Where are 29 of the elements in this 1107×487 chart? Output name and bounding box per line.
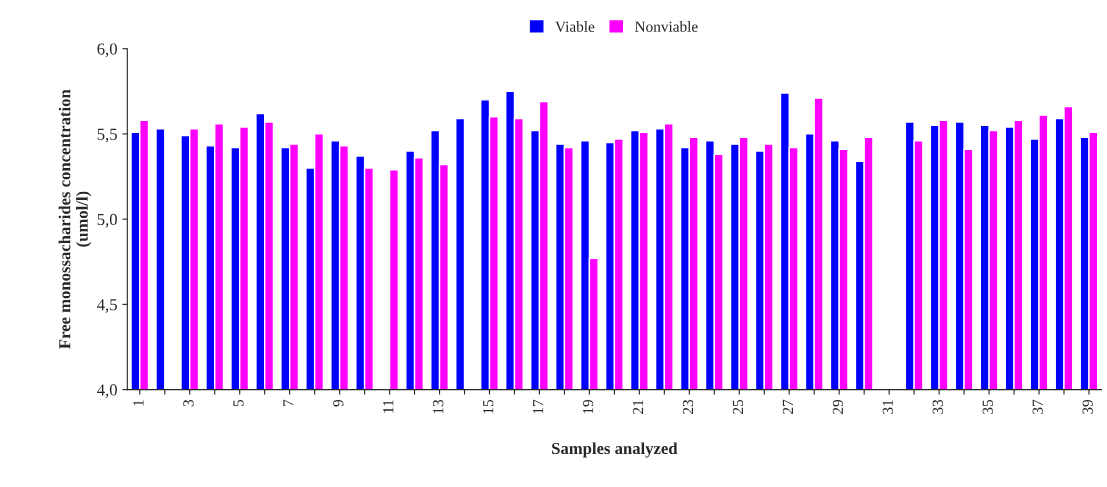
x-tick-label: 25: [732, 399, 744, 414]
x-tick-label: 39: [1082, 399, 1093, 414]
y-axis-title: Free monossacharides concentration (umol/l): [58, 89, 92, 349]
y-tick-label: 5,5: [97, 128, 117, 143]
x-tick-label: 15: [483, 399, 494, 414]
x-axis-title: Samples analyzed: [552, 442, 678, 458]
x-tick-label: 37: [1032, 399, 1043, 414]
x-tick-label: 33: [932, 399, 943, 414]
legend-label: Nonviable: [634, 21, 698, 32]
legend-label: Viable: [555, 21, 595, 32]
x-tick-label: 7: [283, 399, 294, 406]
y-tick-label: 4,0: [97, 384, 117, 398]
y-tick-label: 4,5: [97, 299, 117, 313]
x-tick-label: 11: [383, 400, 394, 413]
x-tick-label: 31: [882, 400, 893, 414]
y-tick-label: 5,0: [97, 213, 117, 228]
x-tick-label: 1: [133, 400, 144, 406]
x-tick-label: 27: [782, 399, 793, 414]
x-tick-label: 17: [533, 399, 544, 414]
x-tick-label: 19: [582, 399, 594, 414]
x-tick-label: 13: [433, 399, 444, 414]
x-tick-label: 35: [982, 399, 993, 414]
x-tick-label: 23: [682, 399, 694, 414]
x-tick-label: 5: [233, 399, 244, 407]
x-tick-label: 9: [333, 399, 344, 407]
x-tick-label: 29: [832, 399, 844, 414]
x-tick-label: 3: [183, 399, 194, 407]
x-tick-label: 21: [632, 400, 644, 414]
y-tick-label: 6,0: [97, 43, 117, 58]
